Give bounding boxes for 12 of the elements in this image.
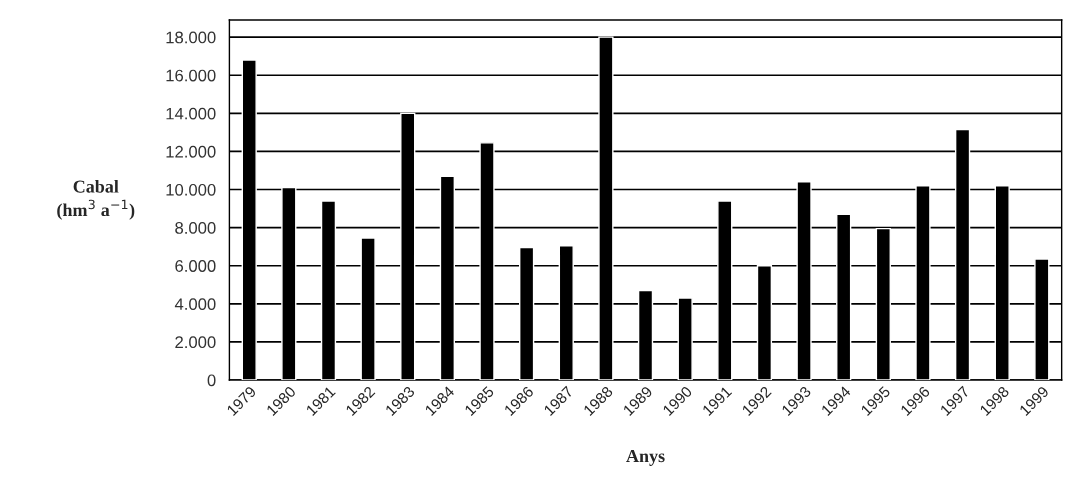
y-axis-title: Cabal (hm$^{3}$ a$^{−1}$) [57, 179, 135, 220]
y-tick-label: 16.000 [166, 69, 216, 82]
x-axis-title: Anys [626, 450, 665, 466]
y-tick-label: 18.000 [166, 31, 216, 44]
y-tick-label: 4.000 [174, 298, 216, 311]
y-tick-label: 6.000 [175, 260, 216, 272]
y-tick-label: 14.000 [166, 107, 216, 120]
y-tick-label: 0 [207, 374, 216, 387]
y-tick-label: 10.000 [166, 183, 216, 196]
y-tick-label: 12.000 [166, 145, 216, 158]
y-tick-label: 2.000 [175, 336, 216, 349]
y-tick-label: 8.000 [175, 222, 216, 234]
